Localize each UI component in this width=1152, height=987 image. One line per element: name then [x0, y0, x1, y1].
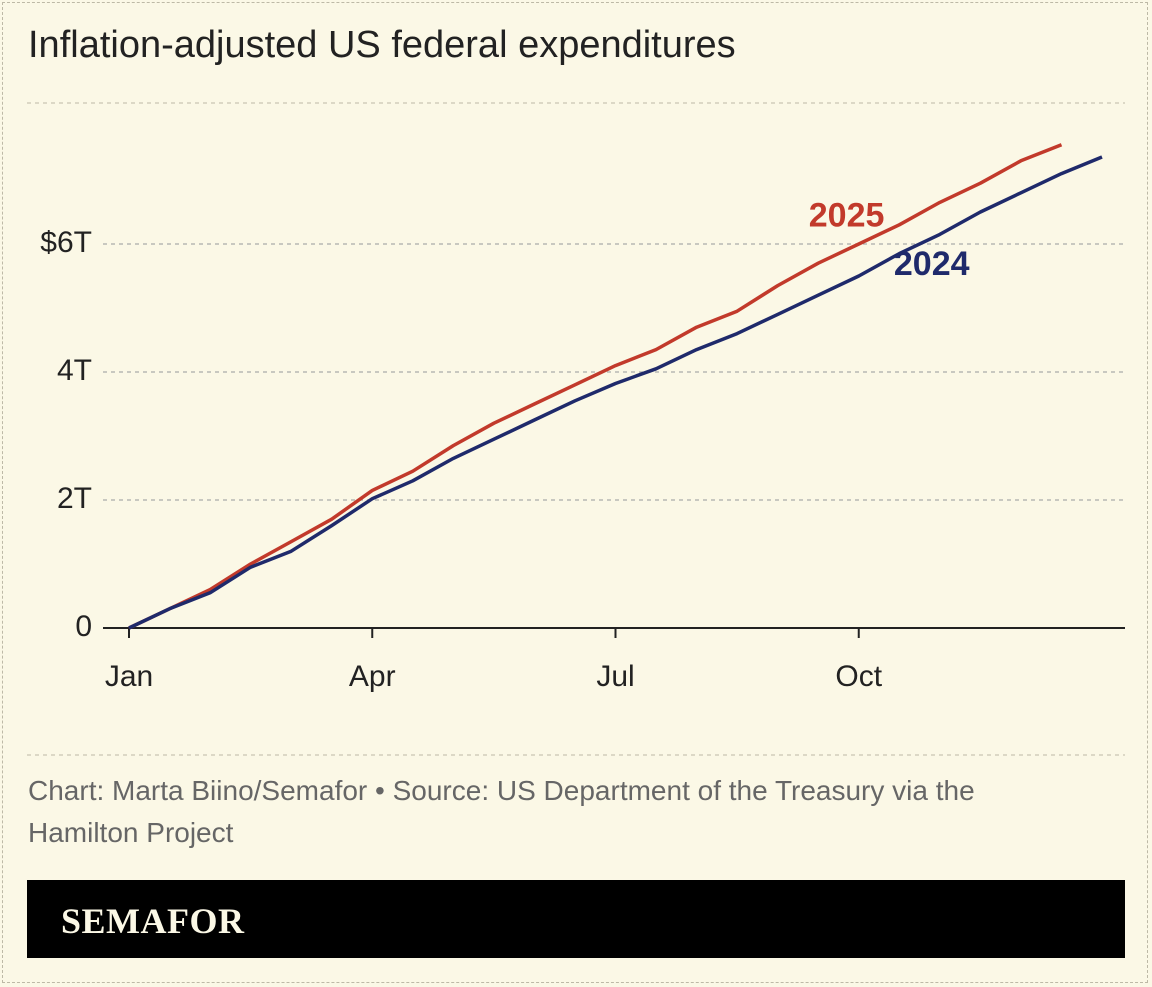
line — [128, 143, 1063, 630]
source-note: Chart: Marta Biino/Semafor • Source: US … — [28, 775, 975, 848]
chart-title: Inflation-adjusted US federal expenditur… — [28, 24, 736, 66]
y-tick-label: 2T — [57, 482, 92, 515]
x-tick-label: Jan — [105, 660, 153, 693]
x-tick-label: Oct — [835, 660, 882, 693]
series-label: 2024 — [894, 245, 970, 283]
line — [128, 155, 1103, 630]
x-tick-label: Jul — [596, 660, 634, 693]
series-label: 2025 — [809, 197, 885, 235]
x-tick-label: Apr — [349, 660, 396, 693]
y-tick-label: 4T — [57, 354, 92, 387]
y-tick-label: 0 — [75, 610, 92, 643]
y-tick-label: $6T — [40, 226, 92, 259]
brand-logo: SEMAFOR — [61, 901, 245, 941]
brand-bar: SEMAFOR — [27, 880, 1125, 958]
